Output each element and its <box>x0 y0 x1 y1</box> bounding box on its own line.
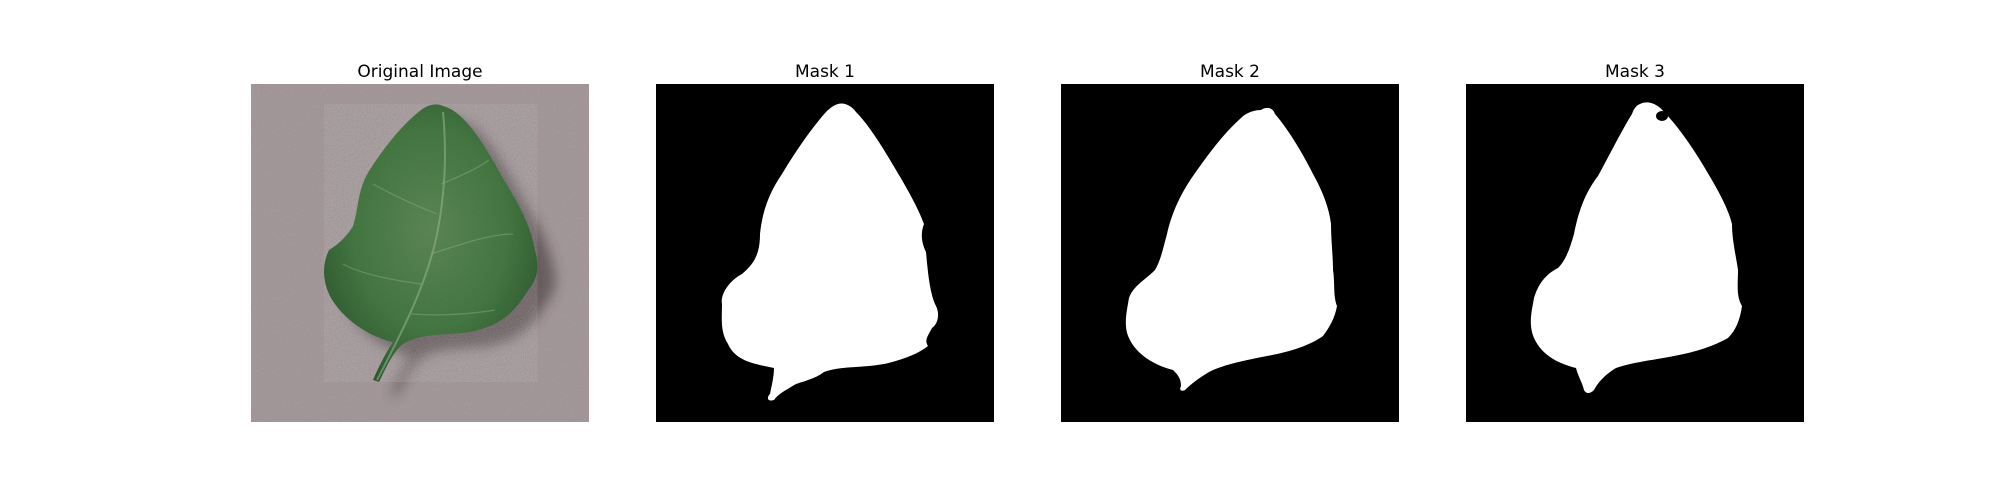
leaf-vein <box>440 159 490 185</box>
panel-original-image: Original Image <box>251 60 589 422</box>
mask-2-image <box>1061 84 1399 422</box>
leaf-vein <box>372 183 438 215</box>
panel-title-original: Original Image <box>357 62 483 82</box>
mask-3-image <box>1466 84 1804 422</box>
mask-2-svg <box>1061 84 1399 422</box>
original-leaf-photo <box>251 84 589 422</box>
leaf-vein <box>410 309 496 316</box>
mask-3-hole <box>1656 111 1668 121</box>
mask-3-svg <box>1466 84 1804 422</box>
panel-mask-2: Mask 2 <box>1061 60 1399 422</box>
panel-mask-1: Mask 1 <box>656 60 994 422</box>
leaf-midrib <box>376 111 446 381</box>
panel-title-mask-2: Mask 2 <box>1199 62 1260 82</box>
mask-1-svg <box>656 84 994 422</box>
panel-title-mask-3: Mask 3 <box>1604 62 1665 82</box>
panel-title-mask-1: Mask 1 <box>794 62 855 82</box>
leaf <box>324 104 538 382</box>
panel-mask-3: Mask 3 <box>1466 60 1804 422</box>
leaf-vein <box>430 233 514 255</box>
mask-1-foreground <box>721 103 939 401</box>
mask-2-foreground <box>1125 107 1337 391</box>
leaf-photo-svg <box>251 84 589 422</box>
mask-1-image <box>656 84 994 422</box>
mask-3-foreground <box>1530 102 1742 393</box>
leaf-vein <box>342 263 422 285</box>
